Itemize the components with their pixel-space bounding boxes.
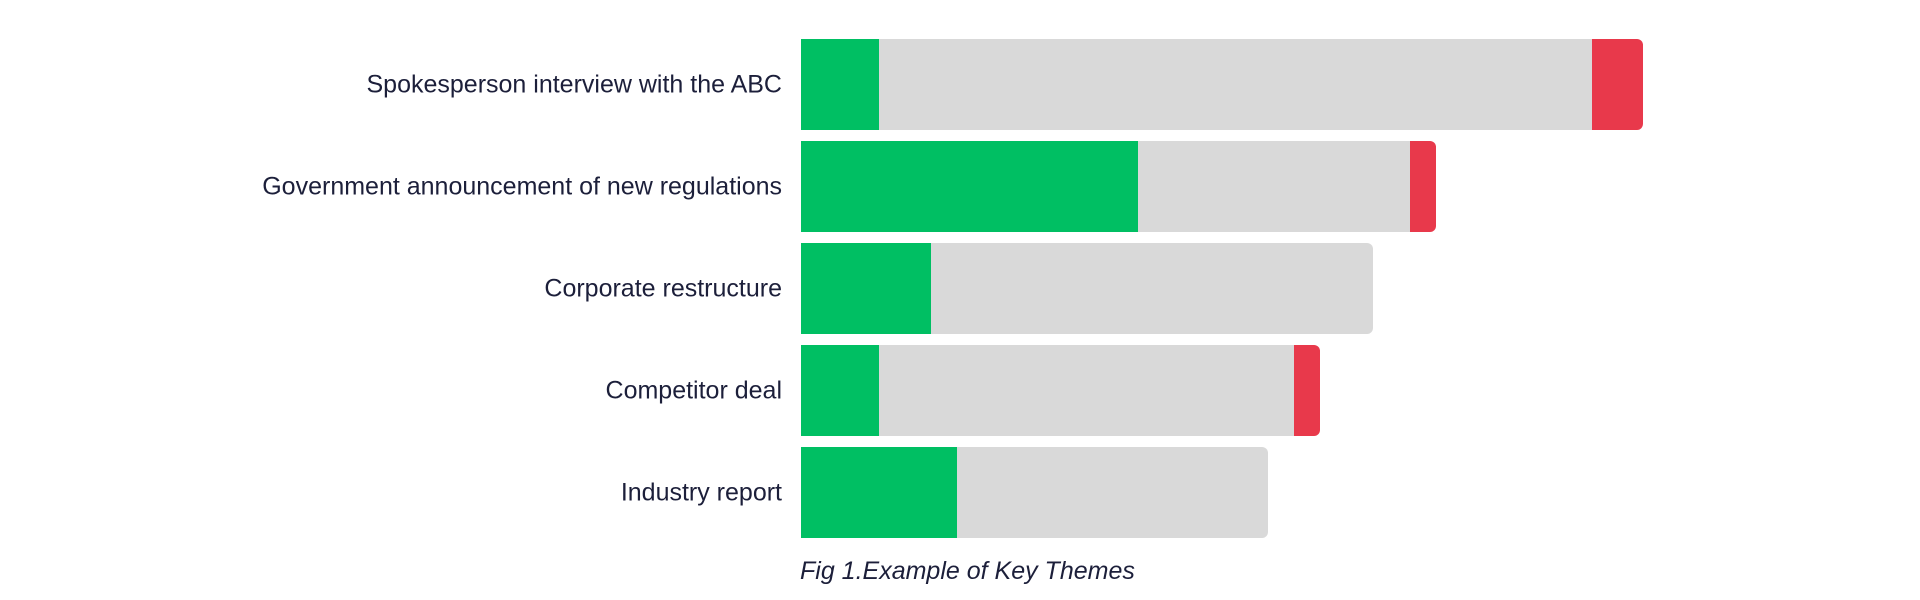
bar-segment-1 bbox=[801, 243, 932, 334]
bar-segment-1 bbox=[801, 345, 880, 436]
bar-segment-2 bbox=[931, 243, 1373, 334]
bar-segment-2 bbox=[879, 345, 1295, 436]
figure-caption: Fig 1.Example of Key Themes bbox=[800, 557, 1135, 585]
category-label: Industry report bbox=[621, 479, 782, 507]
bar-row-competitor-deal bbox=[801, 345, 1320, 436]
bar-segment-2 bbox=[1138, 141, 1411, 232]
bar-segment-3 bbox=[1294, 345, 1320, 436]
category-labels: Spokesperson interview with the ABC Gover… bbox=[262, 71, 782, 507]
bar-segment-3 bbox=[1410, 141, 1436, 232]
bar-segment-1 bbox=[801, 447, 958, 538]
bar-row-government-announcement-of-new-regulations bbox=[801, 141, 1436, 232]
category-label: Competitor deal bbox=[606, 377, 782, 405]
bar-row-corporate-restructure bbox=[801, 243, 1373, 334]
bar-segment-1 bbox=[801, 141, 1139, 232]
category-label: Corporate restructure bbox=[544, 275, 782, 303]
bar-row-spokesperson-interview-with-the-abc bbox=[801, 39, 1643, 130]
bar-segment-3 bbox=[1592, 39, 1643, 130]
bar-row-industry-report bbox=[801, 447, 1268, 538]
category-label: Government announcement of new regulatio… bbox=[262, 173, 782, 201]
bar-segment-2 bbox=[879, 39, 1593, 130]
bar-segment-2 bbox=[957, 447, 1268, 538]
bar-segment-1 bbox=[801, 39, 880, 130]
category-label: Spokesperson interview with the ABC bbox=[367, 71, 783, 99]
bars-group bbox=[801, 39, 1643, 538]
